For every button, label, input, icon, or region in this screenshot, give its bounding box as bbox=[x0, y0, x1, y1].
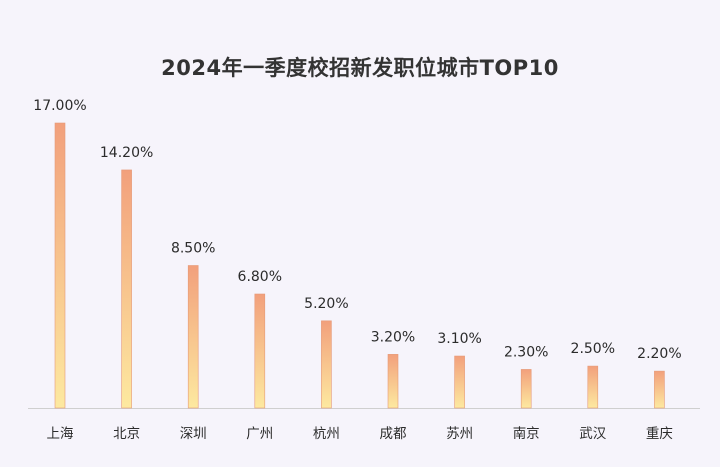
bar-7 bbox=[520, 369, 532, 409]
data-label-1: 14.20% bbox=[100, 145, 153, 161]
bar-5 bbox=[387, 354, 399, 409]
bar-6 bbox=[454, 355, 465, 409]
chart-title: 2024年一季度校招新发职位城市TOP10 bbox=[161, 56, 559, 80]
x-tick-label-9: 重庆 bbox=[646, 426, 673, 442]
data-label-9: 2.20% bbox=[637, 346, 681, 362]
data-label-4: 5.20% bbox=[304, 296, 348, 312]
data-label-2: 8.50% bbox=[171, 241, 215, 257]
x-tick-label-4: 杭州 bbox=[313, 426, 340, 442]
x-tick-label-2: 深圳 bbox=[180, 426, 207, 442]
x-tick-label-3: 广州 bbox=[246, 426, 273, 442]
x-tick-label-8: 武汉 bbox=[579, 426, 606, 442]
bar-1 bbox=[121, 169, 132, 409]
bar-3 bbox=[254, 293, 266, 409]
bar-9 bbox=[654, 370, 665, 409]
data-label-3: 6.80% bbox=[238, 269, 282, 285]
x-tick-label-5: 成都 bbox=[380, 426, 407, 442]
data-label-0: 17.00% bbox=[33, 98, 86, 114]
bar-2 bbox=[187, 265, 199, 409]
bar-0 bbox=[54, 122, 66, 409]
data-label-8: 2.50% bbox=[571, 341, 615, 357]
x-tick-label-0: 上海 bbox=[47, 426, 74, 442]
x-tick-label-1: 北京 bbox=[113, 426, 140, 442]
data-label-6: 3.10% bbox=[437, 331, 481, 347]
x-tick-label-6: 苏州 bbox=[446, 426, 473, 442]
bar-4 bbox=[321, 320, 332, 409]
data-label-5: 3.20% bbox=[371, 329, 415, 345]
x-tick-label-7: 南京 bbox=[513, 426, 540, 442]
bar-8 bbox=[587, 365, 599, 409]
data-label-7: 2.30% bbox=[504, 344, 548, 360]
